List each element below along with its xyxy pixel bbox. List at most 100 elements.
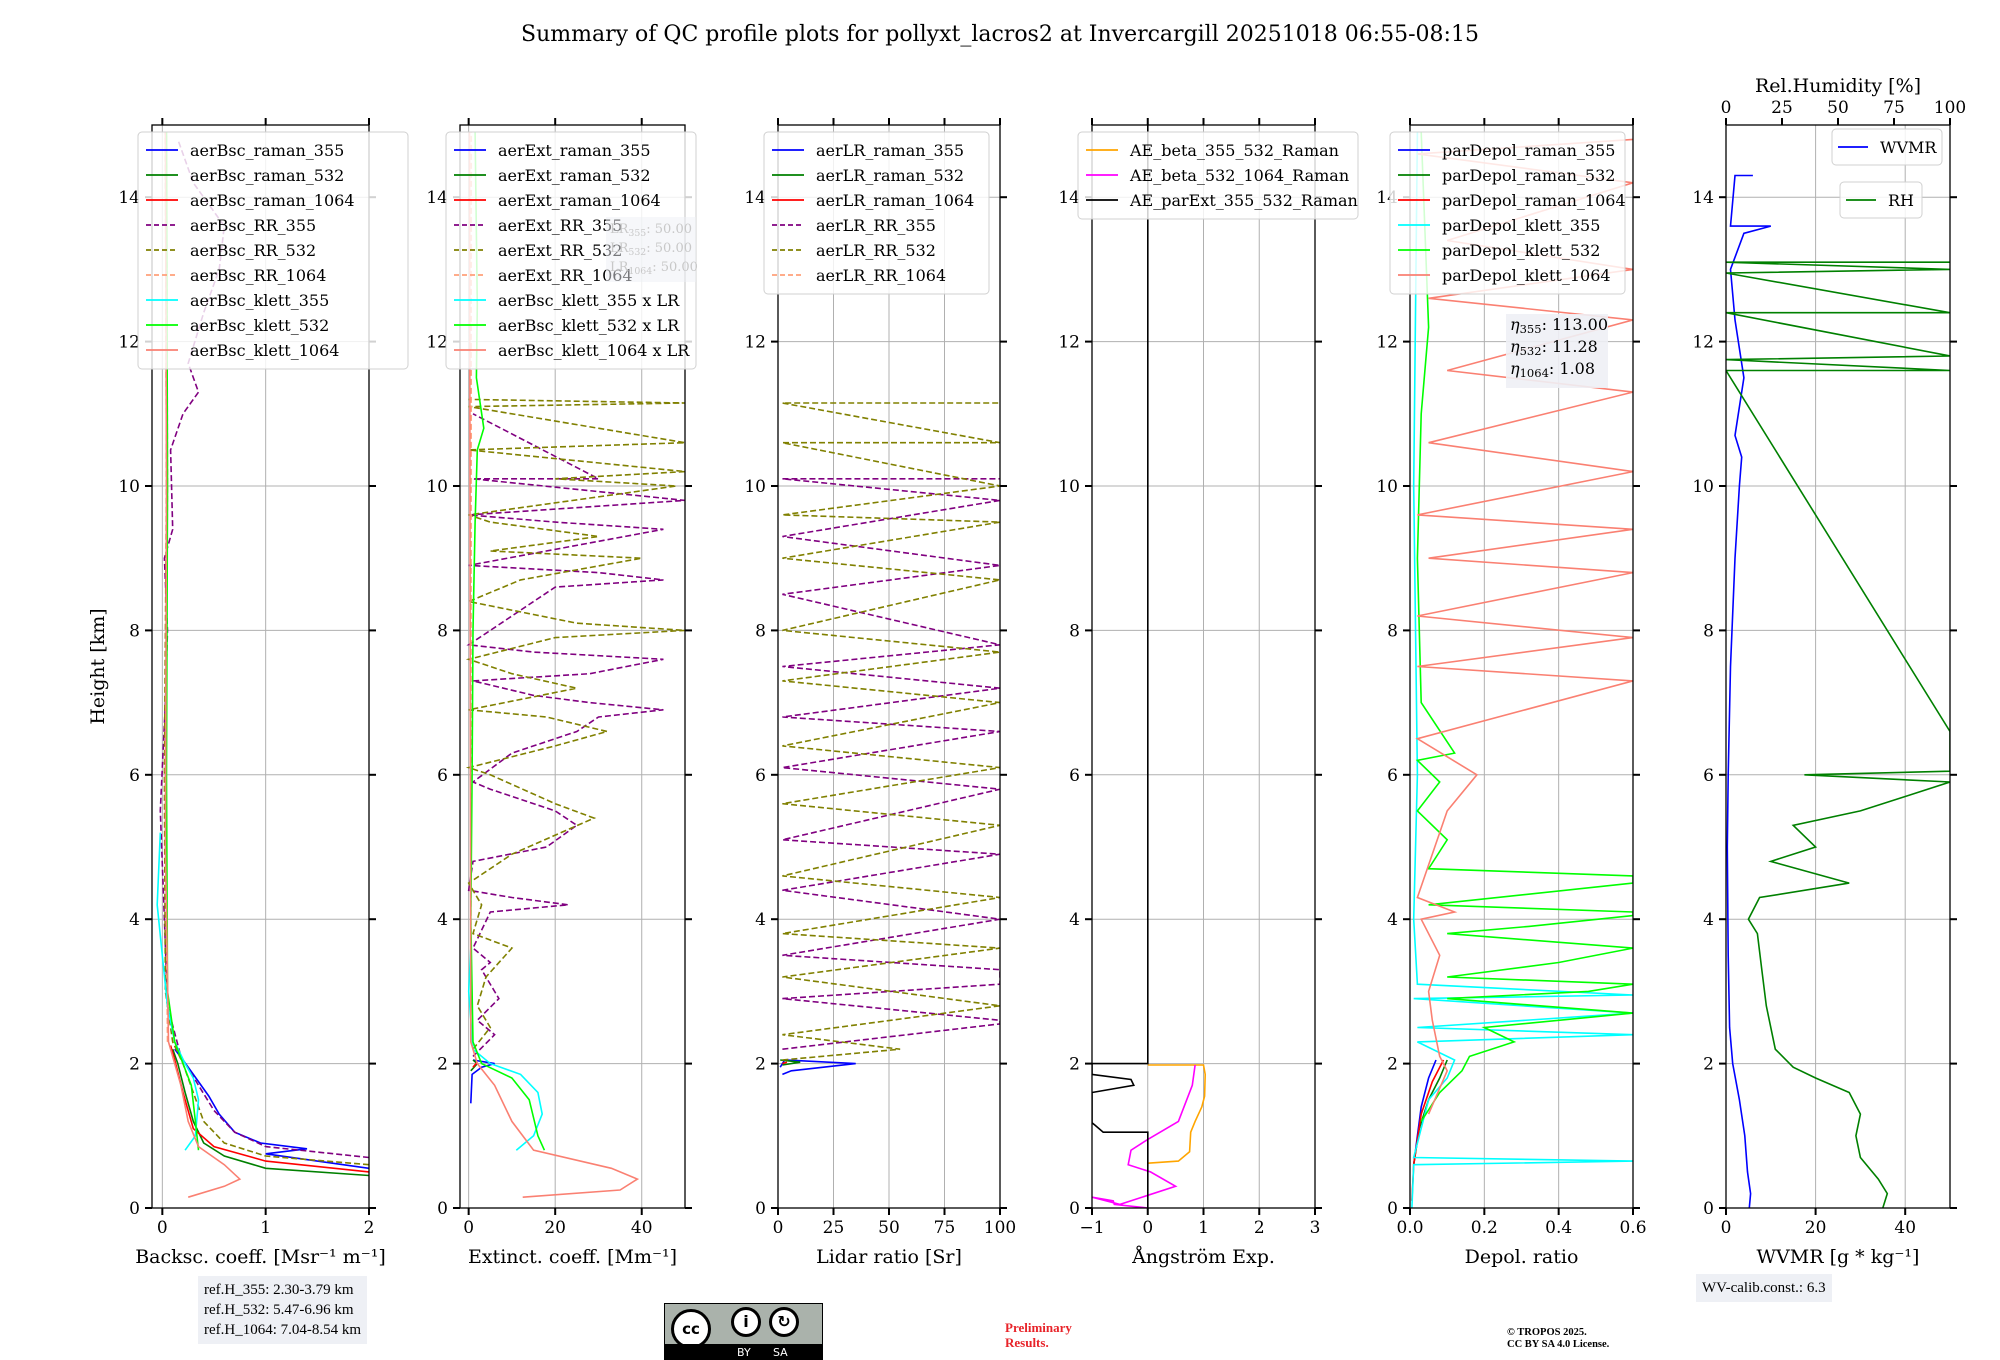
- y-tick-label: 6: [755, 766, 766, 786]
- x-tick-label: −1: [1079, 1218, 1104, 1238]
- legend-label: aerBsc_klett_355: [190, 291, 329, 310]
- x-tick-label: 75: [934, 1218, 956, 1238]
- series-line-aerlr-raman-532: [780, 1059, 801, 1066]
- sa-icon: ↻: [769, 1307, 799, 1337]
- wv-calibration-box: WV-calib.const.: 6.3: [1696, 1274, 1832, 1302]
- figure-title: Summary of QC profile plots for pollyxt_…: [521, 22, 1479, 47]
- reference-heights-box: ref.H_355: 2.30-3.79 km ref.H_532: 5.47-…: [198, 1276, 368, 1344]
- legend-box-wvmr: [1831, 128, 1943, 166]
- annotation-line: LR532: 50.00: [610, 241, 692, 258]
- preliminary-line-1: Preliminary: [1005, 1320, 1072, 1335]
- top-tick-label: 100: [1934, 98, 1966, 118]
- y-tick-label: 4: [437, 910, 448, 930]
- x-tick-label: 0.6: [1619, 1218, 1646, 1238]
- legend-label: aerLR_raman_532: [816, 166, 964, 185]
- y-tick-label: 12: [744, 333, 766, 353]
- series-line-ae-parext-355-532-raman: [1092, 125, 1149, 1208]
- legend-label: aerBsc_raman_532: [190, 166, 344, 185]
- series-group: [779, 402, 1000, 1076]
- legend-label: aerExt_raman_532: [498, 166, 651, 185]
- y-tick-label: 8: [129, 621, 140, 641]
- x-tick-label: 0.4: [1545, 1218, 1572, 1238]
- y-tick-label: 6: [1069, 766, 1080, 786]
- legend-label: aerLR_RR_1064: [816, 266, 946, 285]
- y-tick-label: 2: [437, 1055, 448, 1075]
- y-tick-label: 0: [1069, 1199, 1080, 1219]
- annotation-box: [606, 217, 696, 282]
- x-tick-label: 40: [631, 1218, 653, 1238]
- legend-box: [137, 131, 409, 370]
- legend-label: aerExt_RR_532: [498, 241, 622, 260]
- y-tick-label: 8: [755, 621, 766, 641]
- top-tick-label: 0: [1721, 98, 1732, 118]
- legend-label: aerExt_RR_1064: [498, 266, 633, 285]
- x-axis-label: Depol. ratio: [1465, 1246, 1579, 1268]
- y-tick-label: 8: [437, 621, 448, 641]
- y-tick-label: 4: [1703, 910, 1714, 930]
- legend-label: AE_beta_355_532_Raman: [1129, 141, 1339, 160]
- series-line-aerlr-raman-1064: [782, 1061, 788, 1065]
- y-tick-label: 14: [744, 188, 766, 208]
- x-axis-label: Ångström Exp.: [1131, 1246, 1275, 1268]
- x-tick-label: 2: [364, 1218, 375, 1238]
- y-tick-label: 2: [1069, 1055, 1080, 1075]
- legend-box-rh: [1839, 181, 1923, 219]
- legend-label: aerBsc_raman_355: [190, 141, 344, 160]
- legend-box: [1077, 131, 1359, 220]
- legend-label: aerBsc_klett_1064: [190, 341, 339, 360]
- series-line-aerext-rr-532: [465, 398, 685, 1050]
- y-tick-label: 4: [1069, 910, 1080, 930]
- y-tick-label: 14: [1692, 188, 1714, 208]
- y-tick-label: 2: [1387, 1055, 1398, 1075]
- cc-sa-label: SA: [773, 1346, 788, 1359]
- x-tick-label: 100: [984, 1218, 1016, 1238]
- y-tick-label: 4: [1387, 910, 1398, 930]
- y-tick-label: 4: [755, 910, 766, 930]
- series-line-aerlr-rr-355: [782, 478, 1000, 1050]
- y-tick-label: 10: [118, 477, 140, 497]
- series-line-aerlr-raman-355: [779, 1059, 856, 1076]
- legend-label: WVMR: [1880, 138, 1937, 157]
- legend-label: parDepol_raman_1064: [1442, 191, 1626, 210]
- legend-label: parDepol_klett_355: [1442, 216, 1600, 235]
- legend-label: aerBsc_klett_1064 x LR: [498, 341, 690, 360]
- y-tick-label: 12: [1376, 333, 1398, 353]
- series-line-aerbsc-klett-1064-x-lr: [468, 132, 640, 1198]
- legend-label: aerBsc_klett_532: [190, 316, 329, 335]
- y-axis-label: Height [km]: [87, 608, 109, 724]
- legend-label: aerLR_raman_1064: [816, 191, 974, 210]
- legend-label: aerLR_RR_532: [816, 241, 936, 260]
- x-axis-label: Lidar ratio [Sr]: [816, 1246, 962, 1268]
- copyright-line-1: © TROPOS 2025.: [1507, 1327, 1587, 1338]
- x-tick-label: 1: [260, 1218, 271, 1238]
- legend-label: parDepol_raman_532: [1442, 166, 1615, 185]
- y-tick-label: 0: [1387, 1199, 1398, 1219]
- y-tick-label: 4: [129, 910, 140, 930]
- series-line-aerbsc-klett-532: [165, 132, 200, 1151]
- legend-label: RH: [1888, 191, 1914, 210]
- series-group: [1411, 132, 1633, 1208]
- x-tick-label: 50: [878, 1218, 900, 1238]
- legend-label: aerBsc_RR_1064: [190, 266, 326, 285]
- x-tick-label: 40: [1894, 1218, 1916, 1238]
- axes-frame: [1725, 124, 1951, 1209]
- x-tick-label: 20: [544, 1218, 566, 1238]
- x-tick-label: 0.2: [1471, 1218, 1498, 1238]
- cc-license-badge: cc i ↻ BY SA: [664, 1303, 823, 1360]
- x-tick-label: 20: [1805, 1218, 1827, 1238]
- legend-label: AE_beta_532_1064_Raman: [1129, 166, 1349, 185]
- series-line-pardepol-klett-532: [1415, 132, 1633, 1122]
- panel-wv: 0 20 40 0 2 4 6 8 10 12 14 WVMR [g * kg⁻¹] 0 25 50 75 10…: [1692, 75, 1966, 1268]
- series-line-aerbsc-raman-532: [171, 1048, 369, 1177]
- legend-label: aerExt_raman_1064: [498, 191, 661, 210]
- cc-by-label: BY: [737, 1346, 751, 1359]
- y-tick-label: 2: [755, 1055, 766, 1075]
- wv-calibration-constant: WV-calib.const.: 6.3: [1702, 1280, 1826, 1296]
- y-tick-label: 6: [129, 766, 140, 786]
- series-line-aerbsc-klett-532-x-lr: [469, 132, 546, 1151]
- panel-ext: 0 20 40 0 2 4 6 8 10 12 14 Extinct. coeff. [Mm⁻¹] ae…: [426, 118, 698, 1268]
- top-tick-label: 50: [1827, 98, 1849, 118]
- x-tick-label: 2: [1254, 1218, 1265, 1238]
